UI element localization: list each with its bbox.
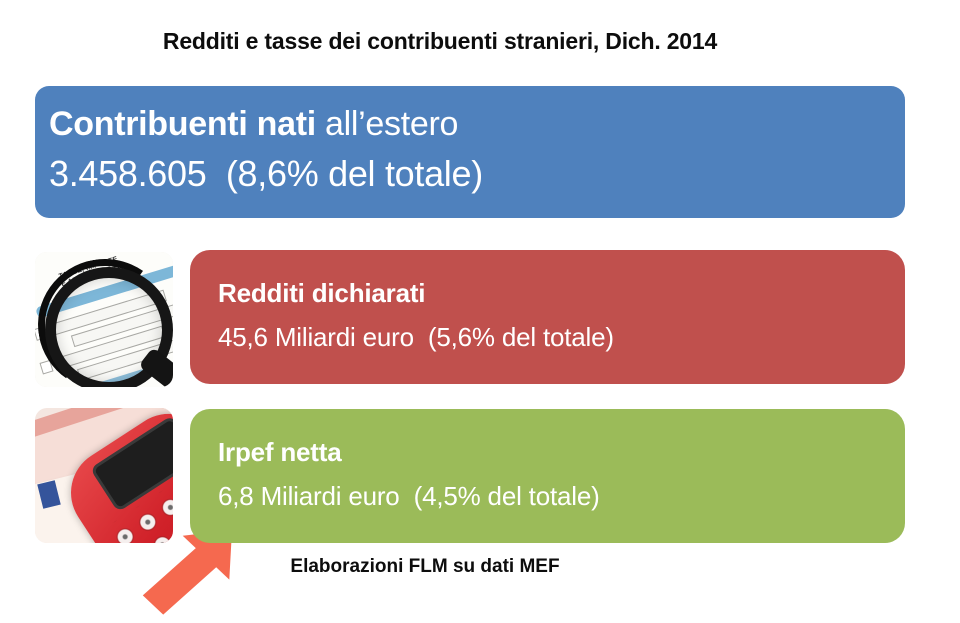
header-box: Contribuenti nati all’estero 3.458.605 (… xyxy=(35,86,905,218)
arrow-icon xyxy=(120,500,245,618)
calculator-photo xyxy=(35,408,173,543)
header-title: Contribuenti nati all’estero xyxy=(49,100,889,148)
irpef-box: Irpef netta 6,8 Miliardi euro (4,5% del … xyxy=(190,409,905,543)
source-caption: Elaborazioni FLM su dati MEF xyxy=(290,556,560,577)
redditi-box: Redditi dichiarati 45,6 Miliardi euro (5… xyxy=(190,250,905,384)
tax-form-photo: TASSE, IMPOSTE E ALTRE ENTRATE xyxy=(35,252,173,387)
redditi-value: 45,6 Miliardi euro (5,6% del totale) xyxy=(218,322,614,352)
header-title-bold: Contribuenti nati xyxy=(49,105,326,143)
irpef-label: Irpef netta xyxy=(218,437,342,467)
slide-title: Redditi e tasse dei contribuenti stranie… xyxy=(162,28,718,54)
header-value: 3.458.605 (8,6% del totale) xyxy=(49,153,483,194)
header-title-regular: all’estero xyxy=(325,105,459,143)
irpef-value: 6,8 Miliardi euro (4,5% del totale) xyxy=(218,481,600,511)
magnifier-lens-icon xyxy=(45,267,173,387)
arrow-polygon xyxy=(142,530,232,615)
redditi-label: Redditi dichiarati xyxy=(218,278,426,308)
